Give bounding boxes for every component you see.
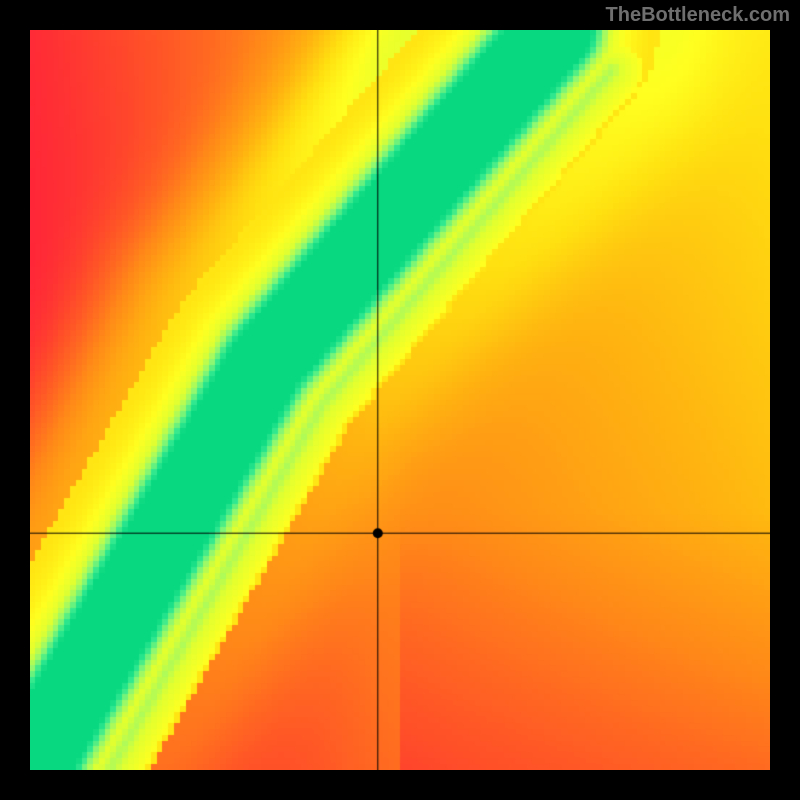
chart-container: TheBottleneck.com [0,0,800,800]
heatmap-canvas [30,30,770,770]
watermark-text: TheBottleneck.com [606,4,790,27]
